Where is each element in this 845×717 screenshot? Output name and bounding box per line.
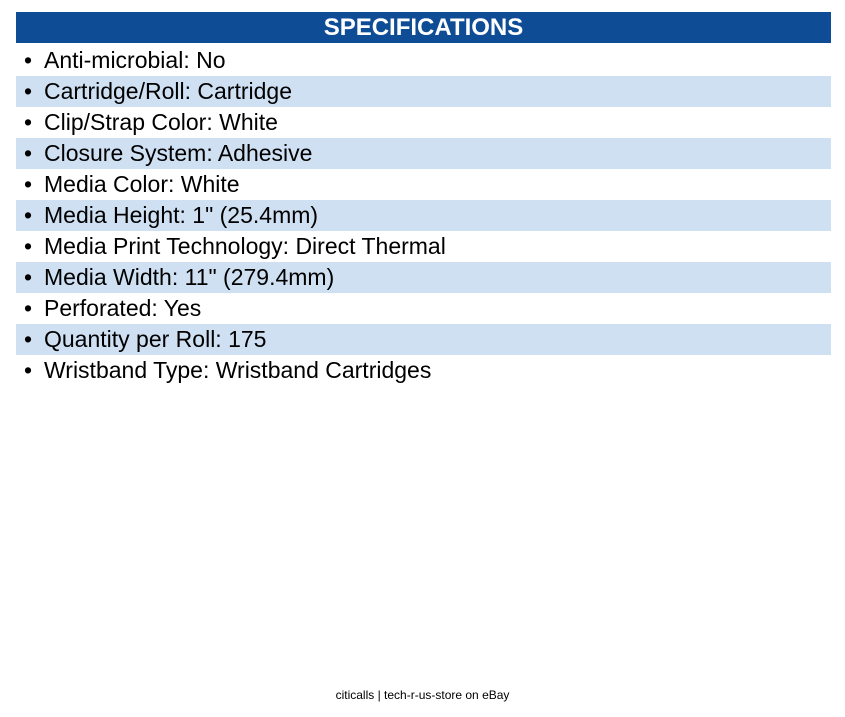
bullet: • — [24, 47, 33, 73]
spec-text: Media Width: 11" (279.4mm) — [44, 264, 335, 290]
bullet: • — [24, 357, 33, 383]
spec-row: • Media Print Technology: Direct Thermal — [16, 231, 831, 262]
spec-row: • Media Width: 11" (279.4mm) — [16, 262, 831, 293]
spec-row: • Quantity per Roll: 175 — [16, 324, 831, 355]
spec-text: Quantity per Roll: 175 — [44, 326, 267, 352]
section-title: SPECIFICATIONS — [16, 12, 831, 43]
spec-text: Anti-microbial: No — [44, 47, 226, 73]
bullet: • — [24, 295, 33, 321]
bullet: • — [24, 78, 33, 104]
spec-row: • Closure System: Adhesive — [16, 138, 831, 169]
spec-row: • Perforated: Yes — [16, 293, 831, 324]
spec-text: Cartridge/Roll: Cartridge — [44, 78, 292, 104]
bullet: • — [24, 171, 33, 197]
bullet: • — [24, 326, 33, 352]
spec-row: • Media Color: White — [16, 169, 831, 200]
spec-row: • Media Height: 1" (25.4mm) — [16, 200, 831, 231]
spec-text: Media Color: White — [44, 171, 240, 197]
spec-row: • Anti-microbial: No — [16, 45, 831, 76]
spec-text: Media Print Technology: Direct Thermal — [44, 233, 446, 259]
bullet: • — [24, 264, 33, 290]
spec-text: Closure System: Adhesive — [44, 140, 313, 166]
bullet: • — [24, 109, 33, 135]
spec-text: Media Height: 1" (25.4mm) — [44, 202, 319, 228]
footer: citicalls | tech-r-us-store on eBay — [335, 688, 510, 702]
spec-row: • Wristband Type: Wristband Cartridges — [16, 355, 831, 386]
spec-text: Clip/Strap Color: White — [44, 109, 278, 135]
spec-row: • Cartridge/Roll: Cartridge — [16, 76, 831, 107]
bullet: • — [24, 233, 33, 259]
spec-list: • Anti-microbial: No • Cartridge/Roll: Cart… — [16, 45, 831, 386]
spec-row: • Clip/Strap Color: White — [16, 107, 831, 138]
bullet: • — [24, 140, 33, 166]
bullet: • — [24, 202, 33, 228]
spec-text: Wristband Type: Wristband Cartridges — [44, 357, 432, 383]
spec-text: Perforated: Yes — [44, 295, 202, 321]
